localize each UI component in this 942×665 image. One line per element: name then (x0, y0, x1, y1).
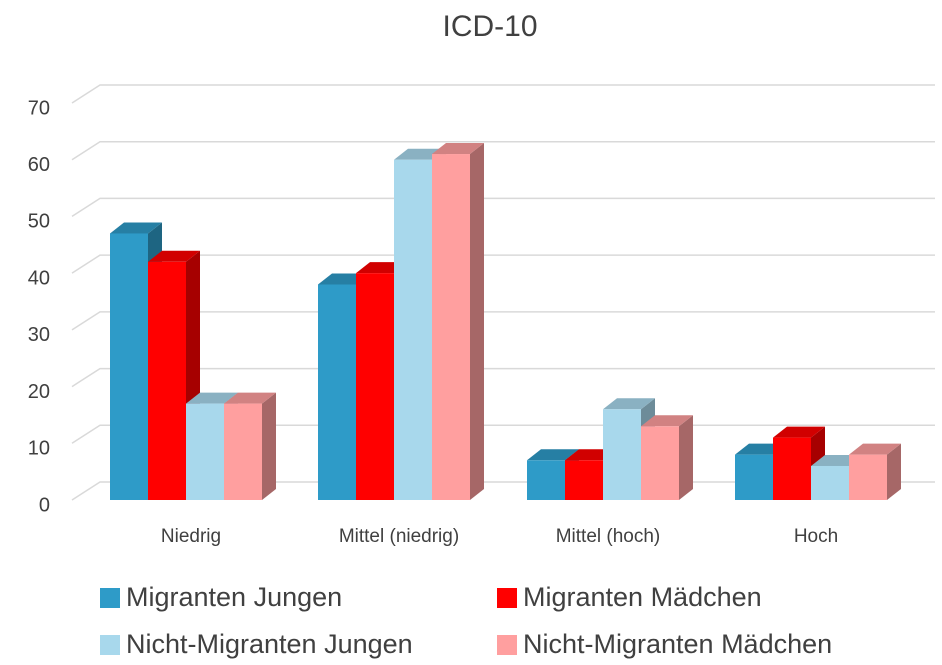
bar-top (527, 449, 579, 461)
x-tick-label: Mittel (niedrig) (339, 526, 459, 547)
grid-line (71, 367, 935, 388)
bar-top (148, 250, 200, 262)
bar (110, 233, 148, 500)
legend-label: Nicht-Migranten Jungen (126, 629, 413, 659)
bar-top (110, 222, 162, 234)
bar (394, 159, 432, 500)
bar (224, 403, 262, 500)
bar-side (262, 392, 276, 500)
legend-label: Migranten Mädchen (523, 582, 762, 612)
y-tick-label: 70 (28, 97, 50, 119)
grid-line (71, 140, 935, 161)
legend-swatch (100, 588, 120, 608)
bar (318, 284, 356, 500)
bar-top (186, 392, 238, 404)
bar (735, 454, 773, 500)
bar (186, 403, 224, 500)
bar-top (773, 426, 825, 438)
bar (432, 154, 470, 501)
legend-swatch (497, 588, 517, 608)
bar (773, 437, 811, 500)
bar-top (224, 392, 276, 404)
bar (356, 273, 394, 500)
bar (527, 460, 565, 500)
grid-line (71, 84, 935, 104)
legend-swatch (100, 635, 120, 655)
bar-side (679, 415, 693, 500)
bar (565, 460, 603, 500)
legend-label: Migranten Jungen (126, 582, 342, 612)
grid-line (71, 197, 935, 218)
bar-top (432, 143, 484, 155)
grid-line (71, 254, 935, 274)
bar (148, 261, 186, 500)
chart-title: ICD-10 (442, 10, 537, 43)
bar (849, 454, 887, 500)
bar (603, 409, 641, 500)
y-tick-label: 60 (28, 154, 50, 176)
bar-top (641, 415, 693, 427)
bar-top (849, 443, 901, 455)
bar (811, 465, 849, 500)
bar-side (470, 143, 484, 501)
x-tick-label: Mittel (hoch) (556, 526, 661, 547)
y-tick-label: 30 (28, 324, 50, 346)
bar-side (887, 443, 901, 500)
legend-label: Nicht-Migranten Mädchen (523, 629, 832, 659)
bar (641, 426, 679, 500)
bar-top (603, 398, 655, 410)
y-tick-label: 10 (28, 438, 50, 460)
y-tick-label: 40 (28, 267, 50, 289)
legend-swatch (497, 635, 517, 655)
y-tick-label: 0 (39, 494, 50, 516)
x-tick-label: Hoch (794, 526, 838, 547)
grid-line (71, 311, 935, 331)
x-tick-label: Niedrig (161, 526, 221, 547)
y-tick-label: 20 (28, 381, 50, 403)
y-tick-label: 50 (28, 211, 50, 233)
